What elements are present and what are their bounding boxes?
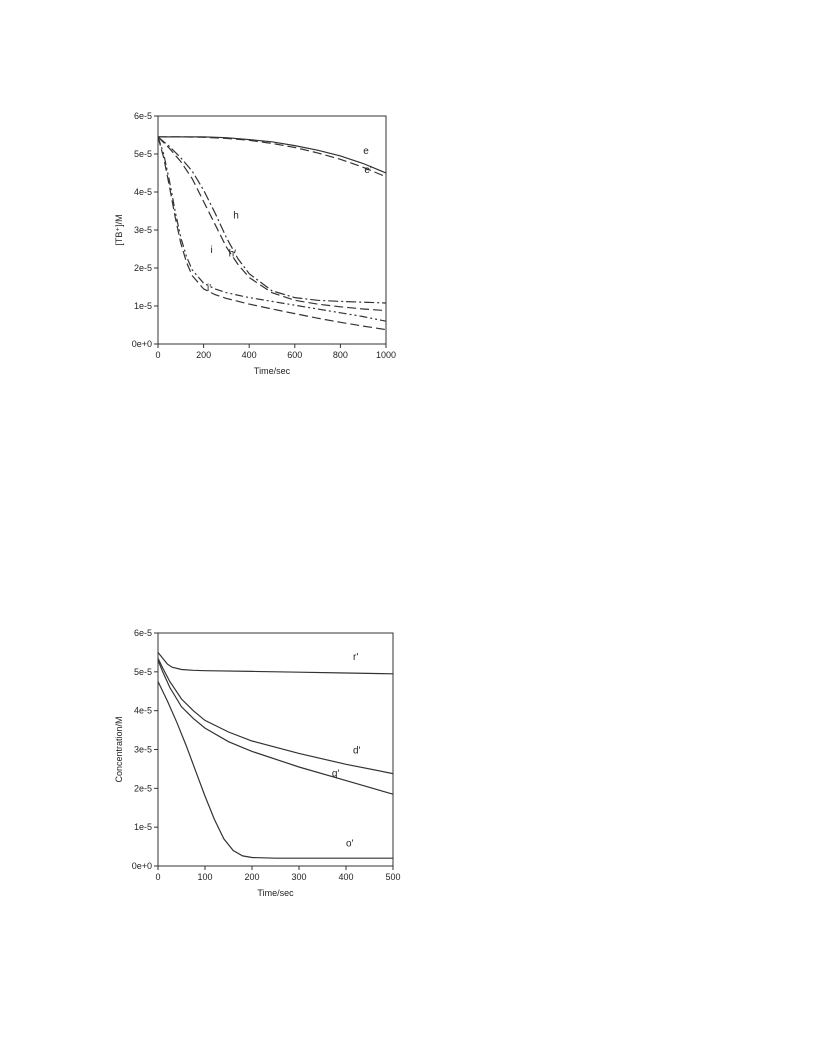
curve-label: o' (346, 839, 354, 850)
series-line-e-prime (158, 136, 387, 178)
x-axis-title: Time/sec (254, 366, 291, 376)
curve-label: h (233, 211, 239, 222)
y-tick-label: 3e-5 (134, 745, 152, 755)
y-axis-title: [TB⁺]/M (114, 214, 124, 245)
y-axis-title: Concentration/M (114, 716, 124, 782)
series-line-d-prime (157, 657, 394, 775)
y-tick-label: 5e-5 (134, 149, 152, 159)
x-tick-label: 800 (333, 350, 348, 360)
y-tick-label: 3e-5 (134, 225, 152, 235)
series-line-h-prime (157, 136, 387, 312)
y-tick-label: 6e-5 (134, 111, 152, 121)
series-line-r-prime (157, 652, 394, 675)
series-line-i (157, 136, 387, 322)
x-tick-label: 0 (155, 872, 160, 882)
curve-label: q' (332, 769, 340, 780)
x-tick-label: 0 (155, 350, 160, 360)
plot-frame (157, 115, 387, 345)
x-tick-label: 600 (287, 350, 302, 360)
x-tick-label: 300 (291, 872, 306, 882)
y-tick-label: 2e-5 (134, 263, 152, 273)
x-tick-label: 1000 (376, 350, 396, 360)
curve-label: i (210, 245, 212, 256)
y-tick-label: 0e+0 (132, 861, 152, 871)
curve-label: r' (353, 652, 358, 663)
curve-label: d' (353, 745, 361, 756)
x-axis-title: Time/sec (257, 888, 294, 898)
series-line-e (158, 136, 387, 174)
y-tick-label: 4e-5 (134, 187, 152, 197)
series-line-o-prime (157, 681, 393, 859)
curve-label: e (363, 146, 369, 157)
series-line-q-prime (157, 659, 394, 795)
x-tick-label: 400 (242, 350, 257, 360)
tb-concentration-chart: 0 200 400 600 800 1000 0e+0 1e-5 2e-5 3e-5 4e-5 5e-… (114, 111, 396, 376)
y-tick-label: 2e-5 (134, 783, 152, 793)
series-line-i-prime (157, 136, 387, 331)
x-tick-label: 400 (338, 872, 353, 882)
x-tick-label: 200 (196, 350, 211, 360)
series-line-h (157, 136, 387, 304)
x-tick-label: 500 (385, 872, 400, 882)
curve-label: i' (207, 283, 211, 294)
y-tick-label: 1e-5 (134, 822, 152, 832)
curve-label: h' (229, 249, 237, 260)
curve-label: e' (364, 165, 372, 176)
y-tick-label: 6e-5 (134, 628, 152, 638)
y-tick-label: 5e-5 (134, 667, 152, 677)
concentration-chart: 0 100 200 300 400 500 0e+0 1e-5 2e-5 3e-5 4e-5 5e-5… (114, 628, 401, 898)
y-tick-label: 4e-5 (134, 706, 152, 716)
x-tick-label: 100 (197, 872, 212, 882)
y-tick-label: 1e-5 (134, 301, 152, 311)
y-tick-label: 0e+0 (132, 339, 152, 349)
x-tick-label: 200 (244, 872, 259, 882)
